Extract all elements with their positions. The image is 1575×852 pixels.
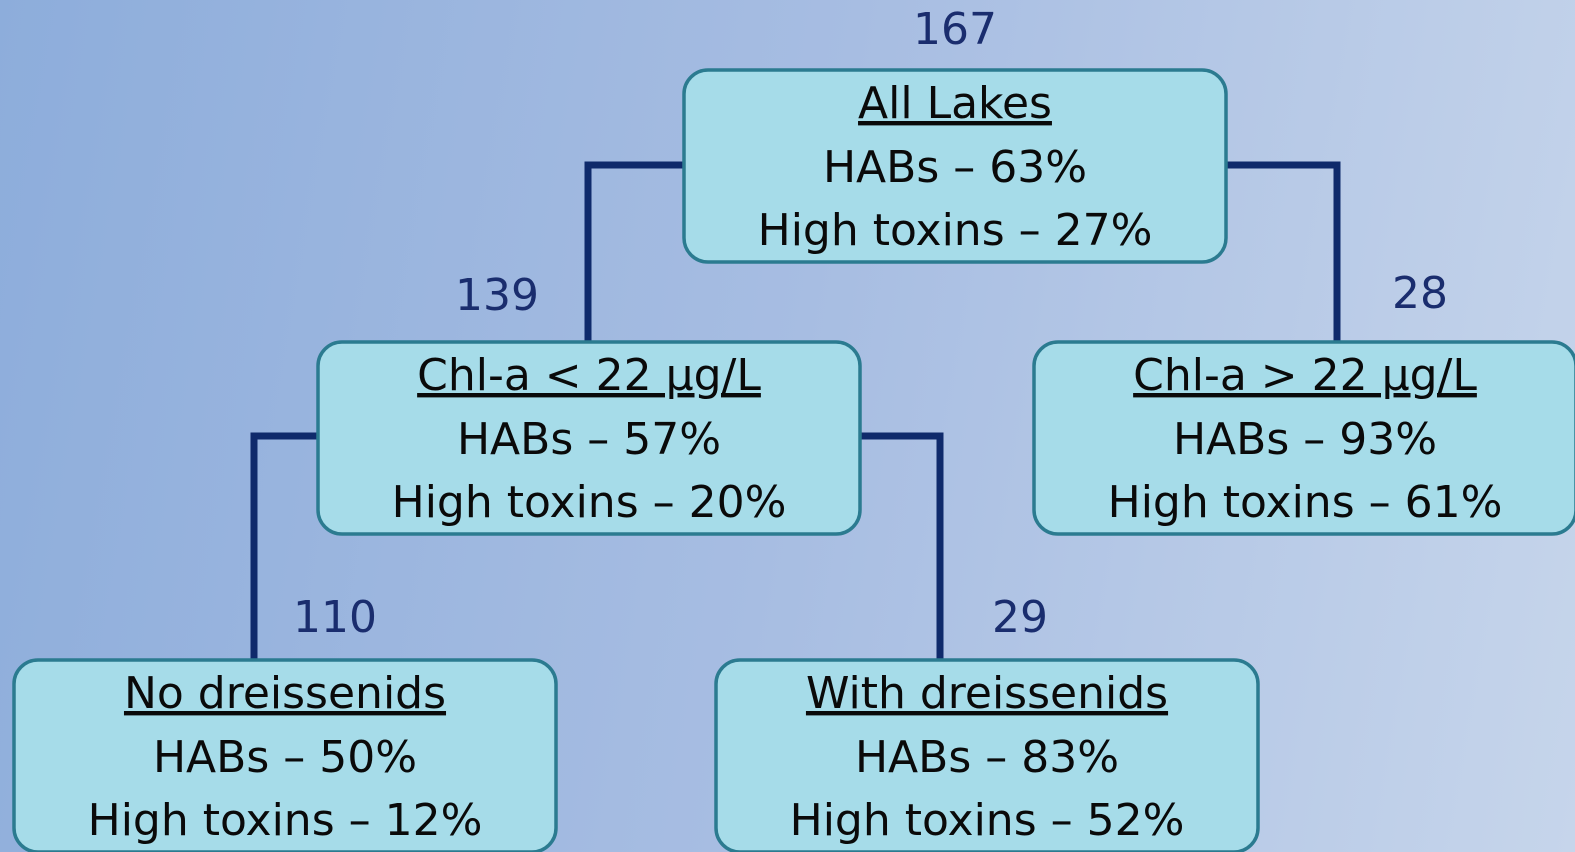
node-title: Chl-a < 22 µg/L <box>417 350 761 401</box>
node-count: 110 <box>293 592 377 643</box>
node-title: No dreissenids <box>124 668 446 719</box>
node-count: 139 <box>455 270 539 321</box>
node-toxins: High toxins – 27% <box>758 205 1153 256</box>
node-box <box>12 658 558 852</box>
node-count: 28 <box>1392 268 1448 319</box>
node-title: All Lakes <box>858 78 1052 129</box>
node-box <box>682 68 1228 264</box>
node-toxins: High toxins – 20% <box>392 477 787 528</box>
connector <box>1226 161 1341 342</box>
node-toxins: High toxins – 61% <box>1108 477 1503 528</box>
connector <box>584 161 684 342</box>
node-title: With dreissenids <box>806 668 1168 719</box>
connector <box>250 432 318 660</box>
node-habs: HABs – 63% <box>823 142 1087 193</box>
node-habs: HABs – 93% <box>1173 414 1437 465</box>
node-habs: HABs – 57% <box>457 414 721 465</box>
node-toxins: High toxins – 52% <box>790 795 1185 846</box>
connector <box>860 432 944 660</box>
node-box <box>714 658 1260 852</box>
node-count: 167 <box>913 4 997 55</box>
node-box <box>1032 340 1575 536</box>
node-count: 29 <box>992 592 1048 643</box>
node-box <box>316 340 862 536</box>
node-title: Chl-a > 22 µg/L <box>1133 350 1477 401</box>
node-toxins: High toxins – 12% <box>88 795 483 846</box>
node-habs: HABs – 50% <box>153 732 417 783</box>
node-habs: HABs – 83% <box>855 732 1119 783</box>
